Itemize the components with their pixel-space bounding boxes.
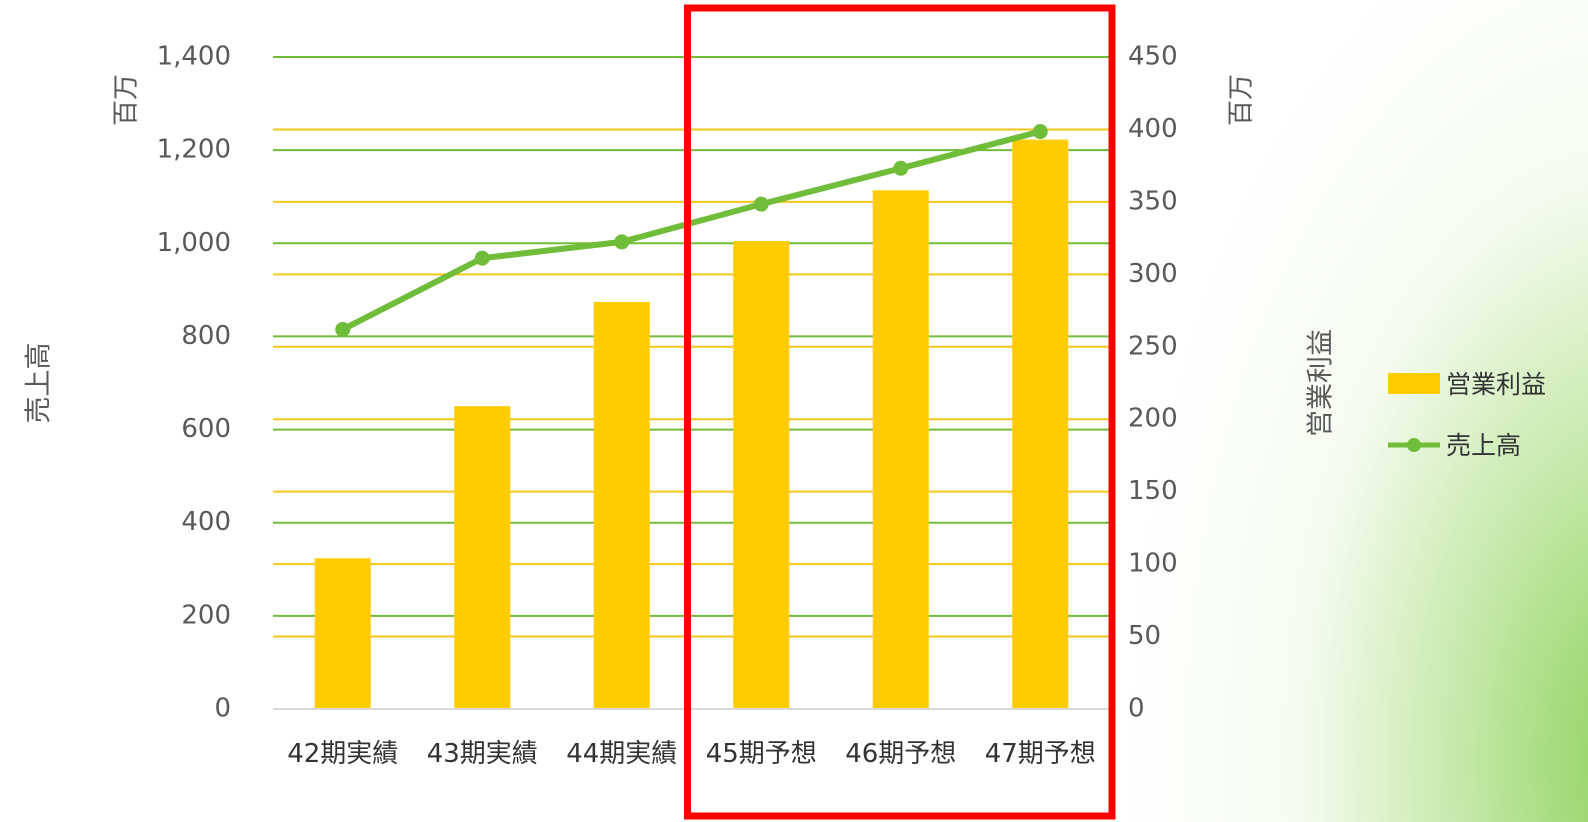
sales-point xyxy=(614,234,630,250)
sales-point xyxy=(893,160,909,176)
legend-swatch-bar xyxy=(1388,373,1440,394)
forecast-highlight-box xyxy=(684,4,1116,820)
right-tick-label: 100 xyxy=(1128,549,1178,579)
left-tick-label: 600 xyxy=(181,414,231,444)
category-label: 47期予想 xyxy=(985,739,1096,769)
legend: 営業利益 売上高 xyxy=(1388,370,1546,460)
bar-operating-profit xyxy=(593,301,650,709)
right-tick-label: 200 xyxy=(1128,404,1178,434)
left-tick-label: 1,200 xyxy=(157,135,231,165)
right-tick-label: 50 xyxy=(1128,621,1161,651)
sales-point xyxy=(753,196,769,212)
right-tick-label: 400 xyxy=(1128,114,1178,144)
left-axis-unit: 百万 xyxy=(112,74,142,126)
left-tick-label: 200 xyxy=(181,600,231,630)
legend-label-operating-profit: 営業利益 xyxy=(1446,370,1546,399)
category-label: 46期予想 xyxy=(845,739,956,769)
bar-operating-profit xyxy=(872,190,929,709)
left-axis-ticks: 0 200 400 600 800 1,000 1,200 1,400 xyxy=(157,42,231,724)
sales-point xyxy=(474,250,490,266)
right-axis-unit: 百万 xyxy=(1227,74,1257,126)
category-label: 43期実績 xyxy=(427,739,538,769)
right-tick-label: 350 xyxy=(1128,186,1178,216)
right-tick-label: 300 xyxy=(1128,259,1178,289)
sales-line xyxy=(341,128,1042,333)
legend-swatch-marker xyxy=(1407,438,1421,452)
bar-operating-profit xyxy=(454,406,511,709)
left-tick-label: 1,400 xyxy=(157,42,231,72)
sales-point xyxy=(1032,124,1048,140)
left-tick-label: 1,000 xyxy=(157,228,231,258)
right-axis-title: 営業利益 xyxy=(1306,329,1337,437)
right-tick-label: 450 xyxy=(1128,42,1178,72)
left-axis-gridlines xyxy=(273,56,1110,617)
legend-label-sales: 売上高 xyxy=(1446,431,1521,460)
left-axis-title: 売上高 xyxy=(24,343,55,424)
bar-operating-profit xyxy=(733,241,790,709)
left-tick-label: 800 xyxy=(181,321,231,351)
category-labels: 42期実績 43期実績 44期実績 45期予想 46期予想 47期予想 xyxy=(287,739,1096,769)
left-tick-label: 0 xyxy=(214,694,231,724)
category-label: 45期予想 xyxy=(706,739,817,769)
line-series xyxy=(335,124,1048,337)
right-tick-label: 250 xyxy=(1128,331,1178,361)
sales-point xyxy=(335,321,351,337)
right-tick-label: 0 xyxy=(1128,694,1145,724)
left-tick-label: 400 xyxy=(181,507,231,537)
bar-series xyxy=(314,139,1069,709)
right-tick-label: 150 xyxy=(1128,476,1178,506)
right-axis-ticks: 0 50 100 150 200 250 300 350 400 450 xyxy=(1128,42,1178,724)
category-label: 44期実績 xyxy=(566,739,677,769)
category-label: 42期実績 xyxy=(287,739,398,769)
bar-operating-profit xyxy=(314,558,371,709)
bar-operating-profit xyxy=(1012,139,1069,709)
